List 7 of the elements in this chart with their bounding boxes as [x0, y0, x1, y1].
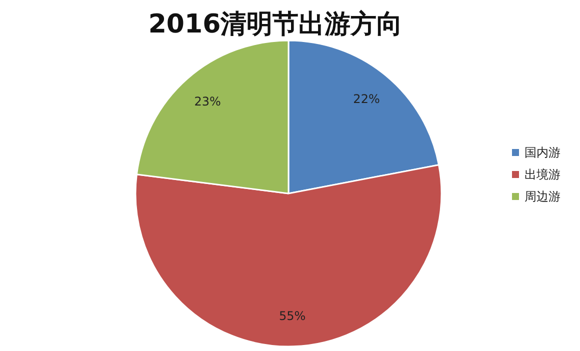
data-label: 55%: [279, 308, 306, 323]
chart-title: 2016清明节出游方向: [148, 10, 403, 40]
data-label: 22%: [353, 92, 380, 106]
data-label: 23%: [194, 94, 221, 109]
legend-label: 出境游: [524, 168, 560, 182]
legend-label: 周边游: [524, 190, 560, 204]
legend-label: 国内游: [524, 146, 560, 160]
